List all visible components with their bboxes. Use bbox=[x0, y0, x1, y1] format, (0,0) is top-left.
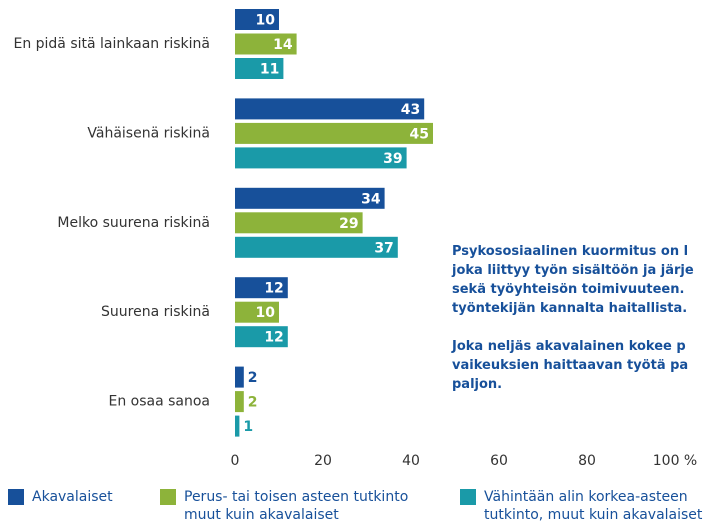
legend-swatch bbox=[160, 489, 176, 505]
bar bbox=[235, 9, 279, 30]
value-label: 1 bbox=[243, 419, 253, 435]
value-label: 2 bbox=[248, 370, 258, 386]
category-label: Vähäisenä riskinä bbox=[87, 125, 210, 141]
annotation: Psykososiaalinen kuormitus on l bbox=[452, 244, 688, 259]
bar bbox=[235, 187, 385, 209]
annotation: Joka neljäs akavalainen kokee p bbox=[451, 339, 686, 354]
legend-item: Vähintään alin korkea-asteen tutkinto, m… bbox=[460, 488, 710, 524]
annotation: vaikeuksien haittaavan työtä pa bbox=[452, 358, 688, 373]
category-label: En osaa sanoa bbox=[108, 394, 210, 410]
bar bbox=[235, 366, 244, 388]
value-label: 39 bbox=[383, 151, 402, 167]
bar bbox=[235, 212, 363, 234]
category-label: Suurena riskinä bbox=[101, 304, 210, 320]
x-tick-label: 100 % bbox=[653, 453, 697, 469]
legend-label: Akavalaiset bbox=[32, 489, 113, 505]
annotation: joka liittyy työn sisältöön ja järje bbox=[451, 263, 694, 278]
x-tick-label: 60 bbox=[490, 453, 508, 469]
bar bbox=[235, 277, 288, 299]
annotation: paljon. bbox=[452, 377, 502, 392]
value-label: 45 bbox=[410, 126, 429, 142]
value-label: 29 bbox=[339, 216, 358, 232]
bar bbox=[235, 122, 433, 144]
x-tick-label: 80 bbox=[578, 453, 596, 469]
bar bbox=[235, 33, 297, 55]
bar bbox=[235, 147, 407, 169]
bar bbox=[235, 326, 288, 348]
category-label: En pidä sitä lainkaan riskinä bbox=[13, 36, 210, 52]
bar bbox=[235, 58, 284, 79]
x-tick-label: 0 bbox=[231, 453, 240, 469]
legend-item: Perus- tai toisen asteen tutkinto muut k… bbox=[160, 488, 420, 524]
bar bbox=[235, 415, 240, 437]
value-label: 43 bbox=[401, 102, 420, 118]
legend-label: Vähintään alin korkea-asteen tutkinto, m… bbox=[484, 489, 703, 523]
chart: 0 20 40 60 80 100 % En pidä sitä lainkaan risk… bbox=[13, 9, 697, 469]
value-label: 12 bbox=[264, 281, 283, 297]
legend-label: Perus- tai toisen asteen tutkinto muut k… bbox=[184, 489, 409, 523]
bar bbox=[235, 301, 279, 323]
annotation: työntekijän kannalta haitallista. bbox=[452, 301, 687, 316]
x-tick-label: 40 bbox=[402, 453, 420, 469]
legend-swatch bbox=[8, 489, 24, 505]
x-tick-label: 20 bbox=[314, 453, 332, 469]
category-label: Melko suurena riskinä bbox=[57, 215, 210, 231]
legend: Akavalaiset Perus- tai toisen asteen tutk… bbox=[8, 488, 718, 529]
value-label: 14 bbox=[273, 37, 293, 53]
value-label: 10 bbox=[256, 305, 276, 321]
value-label: 37 bbox=[374, 240, 393, 256]
bar bbox=[235, 98, 425, 120]
bar bbox=[235, 391, 244, 413]
value-label: 2 bbox=[248, 395, 258, 411]
value-label: 12 bbox=[264, 330, 283, 346]
bar bbox=[235, 236, 398, 258]
legend-item: Akavalaiset bbox=[8, 488, 148, 506]
legend-swatch bbox=[460, 489, 476, 505]
value-label: 11 bbox=[260, 62, 279, 78]
value-label: 10 bbox=[256, 13, 276, 29]
value-label: 34 bbox=[361, 191, 381, 207]
annotation: sekä työyhteisön toimivuuteen. bbox=[452, 282, 684, 297]
